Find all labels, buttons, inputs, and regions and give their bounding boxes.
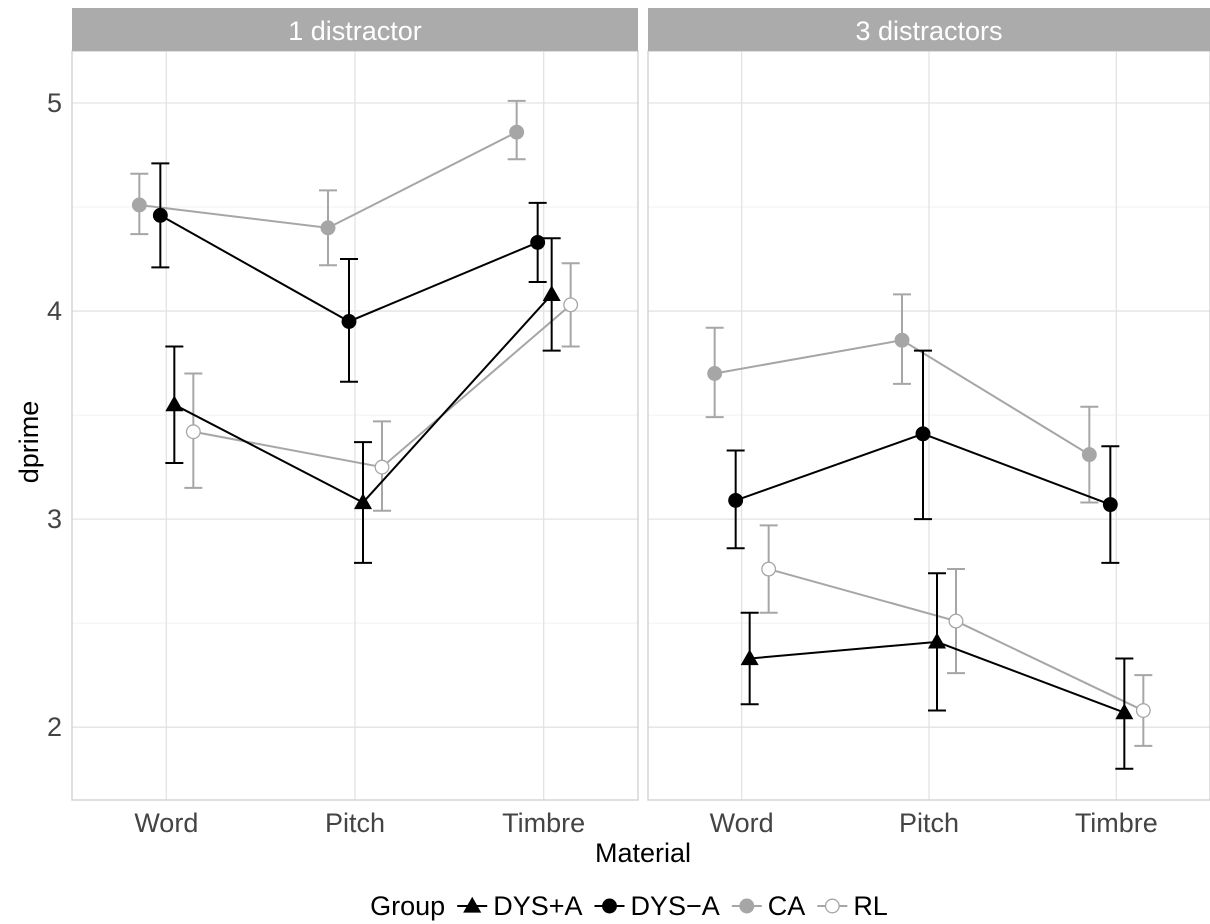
panel-2-point-ca-word	[707, 366, 723, 381]
panel-2-series-rl	[759, 524, 1153, 747]
panel-2-x-tick-label-pitch: Pitch	[899, 808, 959, 838]
panel-1-point-dys-minusa-word	[152, 207, 168, 223]
panel-1-x-tick-label-timbre: Timbre	[502, 808, 585, 838]
panel-2-x-tick-label-word: Word	[710, 808, 774, 838]
panel-2-strip	[648, 8, 1210, 51]
legend: Group DYS+A DYS−A CA RL	[370, 891, 888, 921]
panel-1-point-rl-timbre	[563, 297, 579, 313]
legend-entry-dys-minusplusa: DYS+A	[457, 891, 583, 921]
legend-label-ca: CA	[768, 891, 806, 921]
legend-key-marker	[739, 898, 755, 914]
panel-1-point-dys-minusplusa-word	[165, 395, 184, 412]
panel-2-point-rl-word	[761, 561, 777, 577]
legend-label-dys-minusa: DYS−A	[631, 891, 720, 921]
panel-2-point-rl-timbre	[1135, 703, 1151, 718]
panel-2-point-dys-minusplusa-timbre	[1115, 703, 1134, 720]
legend-key-marker	[463, 896, 482, 913]
legend-key-marker	[602, 898, 617, 914]
panel-1-series-dys-minusplusa	[165, 237, 561, 564]
panel-1-point-rl-word	[185, 424, 201, 440]
legend-entry-rl: RL	[817, 891, 888, 921]
panel-1-point-dys-minusa-pitch	[341, 314, 357, 329]
y-tick-label-5: 5	[47, 88, 62, 118]
panel-1-series-ca	[130, 99, 526, 267]
legend-label-rl: RL	[853, 891, 888, 921]
legend-entry-ca: CA	[731, 891, 806, 921]
panel-2-series-ca	[705, 293, 1099, 504]
panel-1-strip	[72, 8, 638, 51]
panel-2-point-ca-pitch	[894, 332, 910, 348]
panel-1: 1 distractor Word Pitch Timbre	[71, 8, 639, 838]
panel-1-point-dys-minusplusa-pitch	[353, 493, 373, 510]
panel-1-point-ca-timbre	[509, 124, 525, 140]
panel-1-point-dys-minusplusa-timbre	[542, 285, 561, 302]
panel-1-series-dys-minusa	[151, 162, 547, 383]
panel-1-series-rl	[184, 262, 580, 512]
x-axis-title: Material	[595, 838, 691, 868]
panel-2-point-rl-pitch	[948, 613, 964, 629]
panel-1-x-tick-label-pitch: Pitch	[325, 808, 385, 838]
panel-1-point-rl-pitch	[374, 459, 390, 475]
panel-2-point-ca-timbre	[1081, 447, 1097, 463]
panel-1-strip-title: 1 distractor	[288, 16, 422, 46]
panel-2: 3 distractors Word Pitch Timbre	[647, 8, 1210, 838]
legend-entry-dys-minusa: DYS−A	[594, 891, 720, 921]
panel-2-point-dys-minusplusa-word	[740, 649, 759, 666]
y-axis-title: dprime	[14, 401, 44, 484]
legend-key-marker	[824, 898, 840, 914]
panel-2-x-tick-label-timbre: Timbre	[1075, 808, 1158, 838]
panel-1-point-ca-word	[131, 197, 147, 213]
y-tick-label-4: 4	[47, 296, 62, 326]
y-tick-label-3: 3	[47, 504, 62, 534]
panel-2-series-dys-minusplusa	[740, 572, 1134, 770]
panel-2-strip-title: 3 distractors	[855, 16, 1002, 46]
panel-2-point-dys-minusplusa-pitch	[927, 632, 947, 649]
legend-title: Group	[370, 891, 445, 921]
panel-2-point-dys-minusa-word	[728, 492, 744, 508]
legend-label-dys-minusplusa: DYS+A	[493, 891, 582, 921]
panel-2-point-dys-minusa-timbre	[1102, 497, 1118, 513]
panel-1-point-ca-pitch	[320, 220, 336, 236]
panel-2-point-dys-minusa-pitch	[915, 426, 931, 442]
y-tick-label-2: 2	[47, 712, 62, 742]
panel-1-x-tick-label-word: Word	[134, 808, 198, 838]
panel-2-series-dys-minusa	[726, 349, 1120, 564]
panel-1-point-dys-minusa-timbre	[530, 234, 546, 250]
